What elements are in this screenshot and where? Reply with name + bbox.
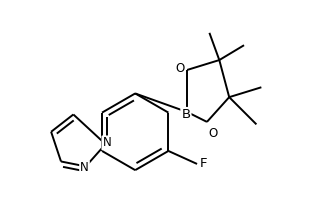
Text: O: O	[208, 127, 217, 140]
Text: O: O	[175, 62, 185, 75]
Text: N: N	[80, 161, 89, 174]
Text: B: B	[181, 108, 190, 121]
Text: N: N	[102, 136, 111, 149]
Text: F: F	[200, 157, 207, 170]
